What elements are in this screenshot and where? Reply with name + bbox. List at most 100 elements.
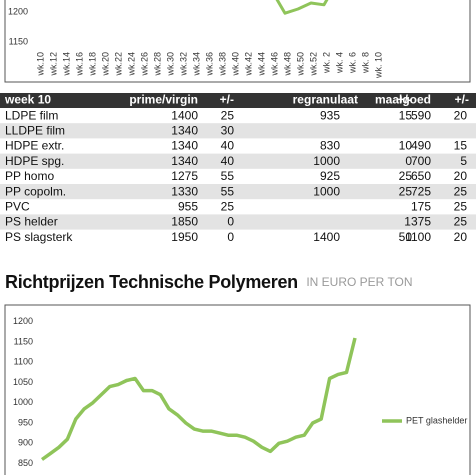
table-cell: 700: [411, 154, 431, 168]
table-cell: 650: [411, 169, 431, 183]
table-cell: 935: [320, 108, 340, 122]
x-tick-label: wk.48: [282, 52, 292, 77]
table-cell: LLDPE film: [5, 123, 65, 137]
y-tick-label: 1200: [8, 6, 28, 16]
x-tick-label: wk.24: [126, 52, 136, 77]
x-tick-label: wk.44: [256, 52, 266, 77]
y-tick-label: 1200: [13, 316, 33, 326]
table-cell: 830: [320, 139, 340, 153]
table-cell: 20: [454, 230, 468, 244]
top-chart-frame: [4, 0, 471, 83]
x-tick-label: wk.14: [61, 52, 71, 77]
table-cell: 1400: [171, 108, 198, 122]
table-cell: 1850: [171, 215, 198, 229]
table-cell: PP homo: [5, 169, 54, 183]
table-header-cell: +/-: [455, 93, 469, 107]
table-cell: 25: [399, 184, 413, 198]
table-cell: 175: [411, 199, 431, 213]
table-cell: 30: [221, 123, 235, 137]
table-header-cell: +/-: [398, 93, 412, 107]
table-cell: HDPE spg.: [5, 154, 64, 168]
table-cell: 1340: [171, 154, 198, 168]
x-tick-label: wk.18: [87, 52, 97, 77]
table-header-cell: prime/virgin: [129, 93, 198, 107]
x-tick-label: wk.16: [74, 52, 84, 77]
table-cell: 25: [399, 169, 413, 183]
table-cell: 55: [221, 184, 235, 198]
table-cell: 1400: [313, 230, 340, 244]
table-header-cell: +/-: [220, 93, 234, 107]
table-cell: 5: [460, 154, 467, 168]
table-cell: 590: [411, 108, 431, 122]
table-cell: 1340: [171, 123, 198, 137]
table-cell: 955: [178, 199, 198, 213]
table-cell: 1375: [404, 215, 431, 229]
x-tick-label: wk.32: [178, 52, 188, 77]
table-header-cell: regranulaat: [293, 93, 358, 107]
table-cell: 10: [399, 139, 413, 153]
y-tick-label: 1150: [14, 336, 33, 346]
line: [40, 337, 357, 461]
table-cell: 0: [227, 215, 234, 229]
x-tick-label: wk.20: [100, 52, 110, 77]
table-cell: 1950: [171, 230, 198, 244]
table-cell: 25: [454, 199, 468, 213]
table-row-bg: [0, 184, 476, 200]
table-cell: LDPE film: [5, 108, 58, 122]
table-cell: 725: [411, 184, 431, 198]
x-tick-label: wk.30: [165, 52, 175, 77]
table-cell: PS slagsterk: [5, 230, 73, 244]
table-cell: 1100: [405, 230, 431, 244]
table-cell: 925: [320, 169, 340, 183]
y-tick-label: 1100: [14, 357, 33, 367]
table-header-cell: week 10: [4, 93, 51, 107]
x-tick-label: wk. 6: [347, 52, 357, 74]
table-cell: 1000: [313, 184, 340, 198]
table-row-bg: [0, 214, 476, 230]
table-cell: 40: [221, 139, 235, 153]
y-tick-label: 850: [18, 458, 33, 468]
table-cell: HDPE extr.: [5, 139, 64, 153]
table-cell: 55: [221, 169, 235, 183]
x-tick-label: wk.10: [35, 52, 45, 77]
table-cell: 20: [454, 108, 468, 122]
table-cell: 0: [227, 230, 234, 244]
section-heading: Richtprijzen Technische Polymeren IN EUR…: [5, 272, 413, 292]
table-cell: 1275: [171, 169, 198, 183]
x-tick-label: wk. 2: [321, 52, 331, 74]
x-tick-label: wk. 4: [334, 52, 344, 74]
legend-label: PET glashelder: [406, 415, 467, 425]
x-tick-label: wk.50: [295, 52, 305, 77]
x-tick-label: wk.26: [139, 52, 149, 77]
table-row-bg: [0, 153, 476, 169]
table-header-bg: [0, 93, 476, 108]
table-row-bg: [0, 123, 476, 139]
table-cell: 25: [454, 215, 468, 229]
table-cell: 0: [405, 154, 412, 168]
table-cell: 25: [454, 184, 468, 198]
x-tick-label: wk.46: [269, 52, 279, 77]
x-tick-label: wk.38: [217, 52, 227, 77]
table-cell: 25: [221, 199, 235, 213]
table-cell: 1000: [313, 154, 340, 168]
table-cell: 50: [399, 230, 413, 244]
line: [275, 0, 329, 15]
x-tick-label: wk.28: [152, 52, 162, 77]
heading-subtitle: IN EURO PER TON: [306, 275, 412, 289]
table-cell: PVC: [5, 199, 30, 213]
x-tick-label: wk. 8: [360, 52, 370, 74]
y-tick-label: 950: [18, 417, 33, 427]
y-tick-label: 1050: [13, 377, 33, 387]
heading-title: Richtprijzen Technische Polymeren: [5, 272, 298, 292]
table-cell: 490: [411, 139, 431, 153]
table-header-cell: maalgoed: [375, 93, 431, 107]
bottom-chart-frame: [4, 304, 471, 475]
y-tick-label: 900: [18, 438, 33, 448]
y-tick-label: 1150: [9, 36, 28, 46]
x-tick-label: wk.22: [113, 52, 123, 77]
table-cell: 15: [399, 108, 413, 122]
table-cell: PP copolm.: [5, 184, 66, 198]
x-tick-label: wk.36: [204, 52, 214, 77]
table-cell: 20: [454, 169, 468, 183]
